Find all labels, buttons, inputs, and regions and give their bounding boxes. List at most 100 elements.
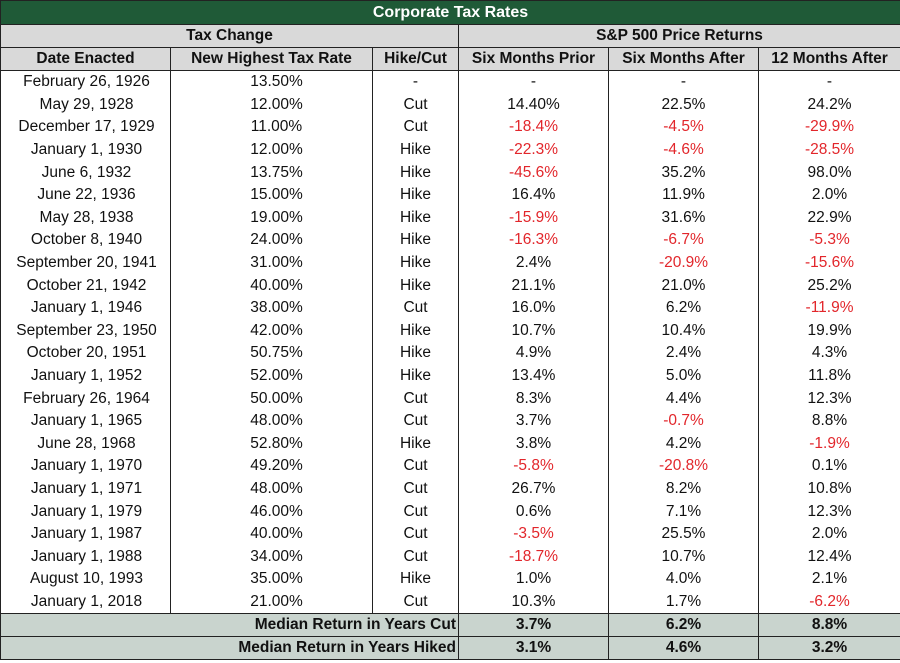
group-header-sp500-returns: S&P 500 Price Returns	[457, 24, 900, 48]
six-months-after-cell: -	[608, 69, 759, 94]
six-months-prior-cell: 14.40%	[458, 93, 609, 117]
table-row: January 1, 1987 40.00% Cut -3.5% 25.5% 2.0%	[0, 522, 900, 546]
six-months-prior-cell: 16.4%	[458, 183, 609, 207]
hike-cut-cell: Hike	[372, 206, 459, 230]
date-enacted-cell: January 1, 1970	[0, 455, 171, 478]
hike-cut-cell: Cut	[372, 116, 459, 139]
six-months-after-cell: 22.5%	[608, 93, 759, 117]
date-enacted-cell: May 28, 1938	[0, 206, 171, 230]
table-row: September 20, 1941 31.00% Hike 2.4% -20.9% -1…	[0, 251, 900, 275]
hike-cut-cell: Hike	[372, 274, 459, 297]
hike-cut-cell: Hike	[372, 251, 459, 275]
tax-rate-cell: 52.80%	[170, 432, 373, 456]
twelve-months-after-cell: 2.1%	[757, 568, 900, 591]
hike-cut-cell: Cut	[372, 387, 459, 410]
table-row: January 1, 1970 49.20% Cut -5.8% -20.8% 0.1%	[0, 455, 900, 478]
tax-rate-cell: 40.00%	[170, 522, 373, 546]
twelve-months-after-cell: 19.9%	[757, 319, 900, 343]
twelve-months-after-cell: 10.8%	[757, 477, 900, 501]
six-months-prior-cell: -18.4%	[458, 116, 609, 139]
six-months-prior-cell: 4.9%	[458, 342, 609, 365]
hike-cut-cell: Cut	[372, 590, 459, 615]
hike-cut-cell: Hike	[372, 161, 459, 184]
six-months-prior-cell: -3.5%	[458, 522, 609, 546]
tax-rate-cell: 35.00%	[170, 568, 373, 591]
date-enacted-cell: January 1, 2018	[0, 590, 171, 615]
six-months-after-cell: -0.7%	[608, 409, 759, 433]
date-enacted-cell: May 29, 1928	[0, 93, 171, 117]
six-months-after-cell: 31.6%	[608, 206, 759, 230]
table-row: January 1, 1965 48.00% Cut 3.7% -0.7% 8.8%	[0, 409, 900, 433]
table-row: June 28, 1968 52.80% Hike 3.8% 4.2% -1.9%	[0, 432, 900, 456]
hike-cut-cell: Cut	[372, 455, 459, 478]
table-row: January 1, 1979 46.00% Cut 0.6% 7.1% 12.3%	[0, 500, 900, 523]
twelve-months-after-cell: 12.3%	[757, 387, 900, 410]
six-months-after-cell: 10.4%	[608, 319, 759, 343]
table-row: December 17, 1929 11.00% Cut -18.4% -4.5% -29…	[0, 116, 900, 139]
six-months-after-cell: 6.2%	[608, 296, 759, 320]
table-row: June 6, 1932 13.75% Hike -45.6% 35.2% 98.0%	[0, 161, 900, 184]
tax-rate-cell: 42.00%	[170, 319, 373, 343]
summary-row: Median Return in Years Cut 3.7% 6.2% 8.8%	[0, 613, 900, 638]
tax-rate-cell: 50.00%	[170, 387, 373, 410]
twelve-months-after-cell: -1.9%	[757, 432, 900, 456]
tax-rate-cell: 15.00%	[170, 183, 373, 207]
date-enacted-cell: September 23, 1950	[0, 319, 171, 343]
twelve-months-after-cell: -29.9%	[757, 116, 900, 139]
twelve-months-after-cell: -	[757, 69, 900, 94]
six-months-after-cell: 4.0%	[608, 568, 759, 591]
date-enacted-cell: January 1, 1965	[0, 409, 171, 433]
six-months-prior-cell: -15.9%	[458, 206, 609, 230]
table-row: January 1, 1930 12.00% Hike -22.3% -4.6% -28.…	[0, 138, 900, 162]
tax-rate-cell: 19.00%	[170, 206, 373, 230]
six-months-after-cell: 7.1%	[608, 500, 759, 523]
six-months-prior-cell: -16.3%	[458, 229, 609, 252]
twelve-months-after-cell: -28.5%	[757, 138, 900, 162]
six-months-after-cell: -6.7%	[608, 229, 759, 252]
tax-rate-cell: 52.00%	[170, 364, 373, 388]
twelve-months-after-cell: 0.1%	[757, 455, 900, 478]
six-months-after-cell: 10.7%	[608, 545, 759, 569]
column-header-date-enacted: Date Enacted	[0, 47, 171, 71]
table-row: September 23, 1950 42.00% Hike 10.7% 10.4% 19…	[0, 319, 900, 343]
group-header-tax-change: Tax Change	[0, 24, 459, 48]
summary-label: Median Return in Years Cut	[0, 613, 459, 638]
six-months-prior-cell: -	[458, 69, 609, 94]
summary-label: Median Return in Years Hiked	[0, 636, 459, 661]
column-header-12-months-after: 12 Months After	[757, 47, 900, 71]
date-enacted-cell: June 28, 1968	[0, 432, 171, 456]
six-months-prior-cell: 3.8%	[458, 432, 609, 456]
table-title: Corporate Tax Rates	[0, 0, 900, 25]
table-row: October 8, 1940 24.00% Hike -16.3% -6.7% -5.3…	[0, 229, 900, 252]
twelve-months-after-cell: 98.0%	[757, 161, 900, 184]
hike-cut-cell: Hike	[372, 183, 459, 207]
six-months-after-cell: 25.5%	[608, 522, 759, 546]
date-enacted-cell: December 17, 1929	[0, 116, 171, 139]
table-row: August 10, 1993 35.00% Hike 1.0% 4.0% 2.1%	[0, 568, 900, 591]
six-months-prior-cell: -5.8%	[458, 455, 609, 478]
tax-rate-cell: 12.00%	[170, 138, 373, 162]
six-months-prior-cell: -45.6%	[458, 161, 609, 184]
date-enacted-cell: October 20, 1951	[0, 342, 171, 365]
six-months-prior-cell: 26.7%	[458, 477, 609, 501]
hike-cut-cell: Hike	[372, 364, 459, 388]
twelve-months-after-cell: 2.0%	[757, 183, 900, 207]
table-row: May 28, 1938 19.00% Hike -15.9% 31.6% 22.9%	[0, 206, 900, 230]
twelve-months-after-cell: 25.2%	[757, 274, 900, 297]
date-enacted-cell: October 8, 1940	[0, 229, 171, 252]
six-months-prior-cell: 3.7%	[458, 409, 609, 433]
table-row: January 1, 1971 48.00% Cut 26.7% 8.2% 10.8%	[0, 477, 900, 501]
date-enacted-cell: January 1, 1979	[0, 500, 171, 523]
six-months-prior-cell: 8.3%	[458, 387, 609, 410]
hike-cut-cell: Hike	[372, 229, 459, 252]
table-row: May 29, 1928 12.00% Cut 14.40% 22.5% 24.2%	[0, 93, 900, 117]
date-enacted-cell: June 22, 1936	[0, 183, 171, 207]
tax-rate-cell: 31.00%	[170, 251, 373, 275]
tax-rate-cell: 38.00%	[170, 296, 373, 320]
tax-rate-cell: 13.50%	[170, 69, 373, 94]
table-body: February 26, 1926 13.50% - - - - May 29, 1928 1…	[0, 69, 900, 615]
tax-rate-cell: 12.00%	[170, 93, 373, 117]
hike-cut-cell: Cut	[372, 522, 459, 546]
hike-cut-cell: Cut	[372, 500, 459, 523]
